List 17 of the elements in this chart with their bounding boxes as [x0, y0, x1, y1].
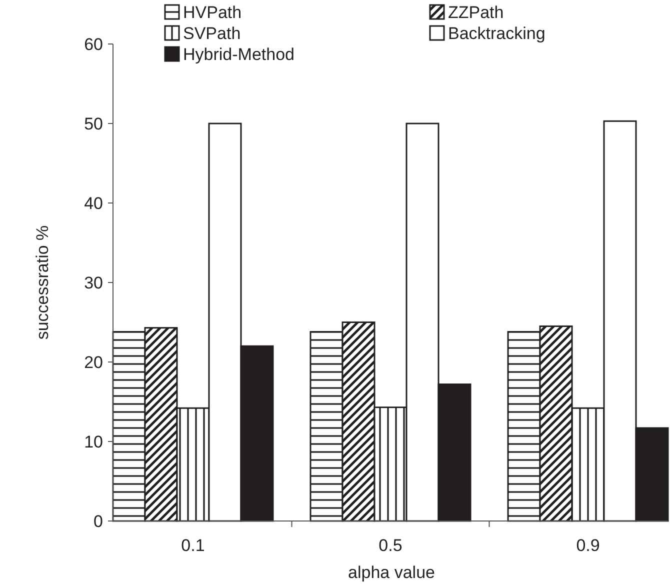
y-axis-title: successratio % — [33, 225, 52, 340]
legend-label: HVPath — [183, 2, 242, 22]
legend-label: Backtracking — [448, 24, 546, 43]
y-tick-label: 60 — [84, 34, 103, 54]
x-tick-label: 0.1 — [181, 536, 205, 555]
y-tick-label: 30 — [84, 273, 103, 292]
legend-label: Hybrid-Method — [183, 44, 294, 64]
legend-label: ZZPath — [448, 2, 504, 22]
y-tick-label: 10 — [84, 432, 103, 452]
x-tick-label: 0.5 — [378, 536, 402, 555]
legend-label: SVPath — [183, 24, 241, 43]
y-tick-label: 0 — [94, 512, 103, 531]
y-tick-label: 50 — [84, 114, 103, 134]
x-axis-title: alpha value — [348, 563, 435, 582]
y-tick-label: 20 — [84, 352, 103, 372]
x-tick-label: 0.9 — [576, 536, 600, 555]
y-tick-label: 40 — [84, 194, 103, 213]
